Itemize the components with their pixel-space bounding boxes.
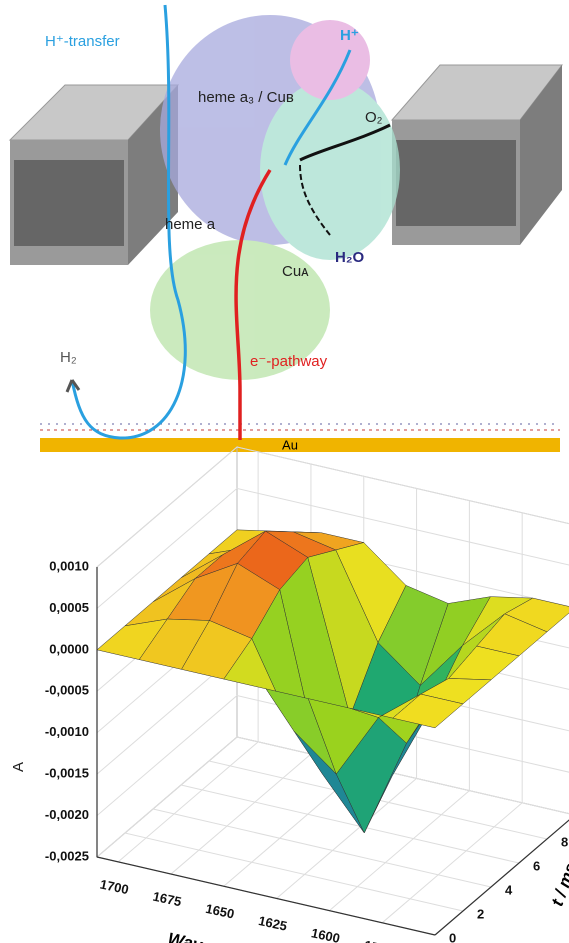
z-tick-label: -0,0010: [45, 724, 89, 739]
figure: Au H⁺-transfer H⁺ heme a₃ / Cuʙ O₂ heme …: [0, 0, 569, 943]
membrane-left: [10, 85, 178, 265]
label: e⁻-pathway: [250, 353, 328, 370]
z-tick-label: -0,0015: [45, 766, 89, 781]
axis-line: [435, 815, 569, 935]
y-tick-label: 6: [533, 858, 540, 873]
z-tick-label: -0,0020: [45, 807, 89, 822]
y-tick-label: 4: [505, 882, 513, 897]
label: H₂: [60, 349, 77, 366]
x-tick-label: 1600: [310, 925, 341, 943]
y-axis-title: t / ms: [548, 861, 569, 909]
grid-line: [435, 525, 569, 935]
z-axis-title: A: [10, 762, 27, 772]
x-tick-label: 1575: [363, 937, 394, 943]
protein: [150, 15, 400, 380]
x-tick-label: 1700: [99, 876, 130, 897]
label: H₂O: [335, 249, 364, 266]
x-tick-label: 1625: [257, 913, 288, 934]
z-tick-label: -0,0005: [45, 683, 89, 698]
page: Au H⁺-transfer H⁺ heme a₃ / Cuʙ O₂ heme …: [0, 0, 569, 943]
au-label: Au: [282, 437, 298, 452]
surface-plot: -0,0025 -0,0020 -0,0015 -0,0010 -0,0005 0,000…: [10, 447, 569, 943]
label: Cuᴀ: [282, 263, 309, 280]
y-tick-label: 8: [561, 834, 568, 849]
z-tick-label: 0,0005: [49, 600, 89, 615]
label: heme a₃ / Cuʙ: [198, 89, 294, 106]
x-axis-title: Wavenumber / cm⁻¹: [166, 929, 327, 943]
grid-line: [153, 809, 491, 887]
label: H⁺-transfer: [45, 33, 120, 50]
gold-surface: [40, 438, 560, 452]
label: heme a: [165, 216, 216, 233]
monolayer: [40, 424, 560, 430]
y-tick-label: 0: [449, 930, 456, 943]
x-tick-label: 1675: [151, 889, 182, 910]
z-tick-label: -0,0025: [45, 848, 89, 863]
label: H⁺: [340, 27, 359, 44]
y-tick-label: 2: [477, 906, 484, 921]
z-tick-label: 0,0000: [49, 641, 89, 656]
label: O₂: [365, 109, 383, 126]
x-tick-label: 1650: [204, 901, 235, 922]
z-tick-label: 0,0010: [49, 558, 89, 573]
membrane-right: [392, 65, 562, 245]
